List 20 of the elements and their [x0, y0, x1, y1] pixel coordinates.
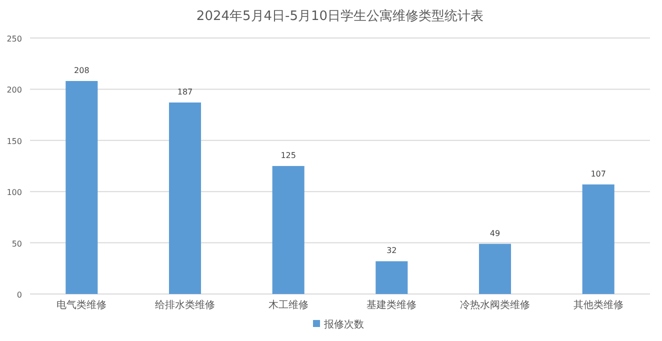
legend-label: 报修次数 [323, 318, 364, 330]
data-label: 32 [386, 246, 397, 256]
y-tick-label: 0 [16, 290, 22, 300]
y-tick-label: 150 [6, 136, 22, 146]
data-label: 125 [280, 151, 296, 160]
y-tick-label: 100 [6, 188, 22, 198]
data-label: 208 [74, 66, 90, 76]
x-tick-label: 基建类维修 [366, 299, 417, 311]
x-tick-label: 冷热水阀类维修 [460, 299, 530, 311]
y-tick-label: 200 [6, 86, 22, 95]
x-tick-label: 电气类维修 [56, 299, 107, 311]
title: 2024年5月4日-5月10日学生公寓维修类型统计表 [196, 9, 484, 24]
y-tick-label: 50 [12, 239, 22, 248]
x-tick-label: 给排水类维修 [155, 299, 215, 311]
data-label: 107 [590, 169, 606, 178]
x-tick-label: 木工维修 [268, 299, 308, 311]
data-label: 187 [177, 88, 193, 97]
data-label: 49 [490, 228, 500, 238]
y-tick-label: 250 [6, 34, 22, 44]
x-tick-label: 其他类维修 [573, 299, 624, 311]
